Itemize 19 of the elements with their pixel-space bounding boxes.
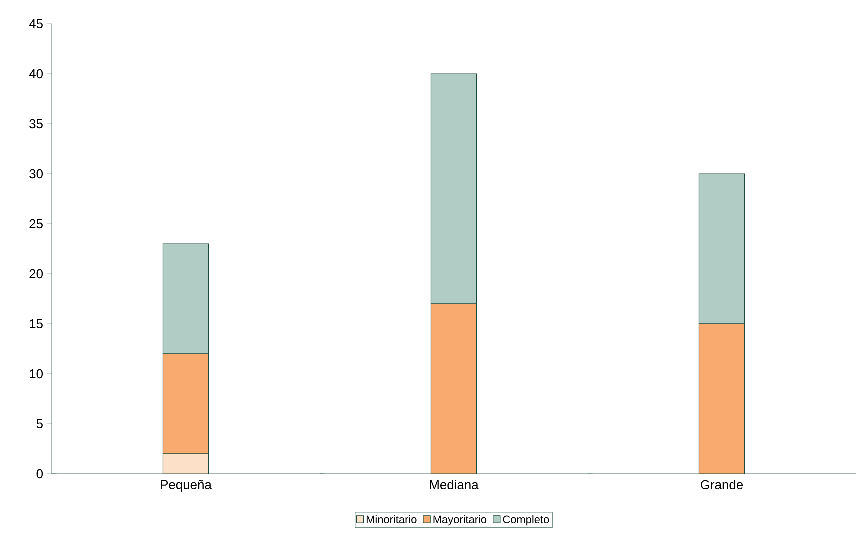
y-tick-label: 0 — [36, 469, 43, 479]
y-tick-label: 5 — [36, 419, 43, 429]
y-tick-label: 25 — [30, 219, 43, 229]
legend-label: Completo — [503, 515, 550, 526]
x-tick-label: Pequeña — [161, 480, 212, 492]
y-tick-label: 45 — [29, 19, 43, 29]
y-tick-label: 30 — [30, 169, 43, 179]
y-tick-label: 10 — [30, 369, 43, 379]
x-tick-label: Grande — [701, 480, 744, 490]
y-tick-label: 35 — [30, 119, 43, 129]
x-tick-label: Mediana — [430, 480, 479, 490]
y-tick-label: 40 — [29, 69, 43, 79]
y-tick-label: 20 — [30, 269, 43, 279]
bar — [698, 324, 746, 474]
bar — [162, 354, 210, 454]
y-tick-label: 15 — [30, 319, 43, 329]
legend-label: Minoritario — [366, 515, 417, 524]
legend-label: Mayoritario — [434, 515, 487, 526]
bar — [431, 304, 477, 474]
